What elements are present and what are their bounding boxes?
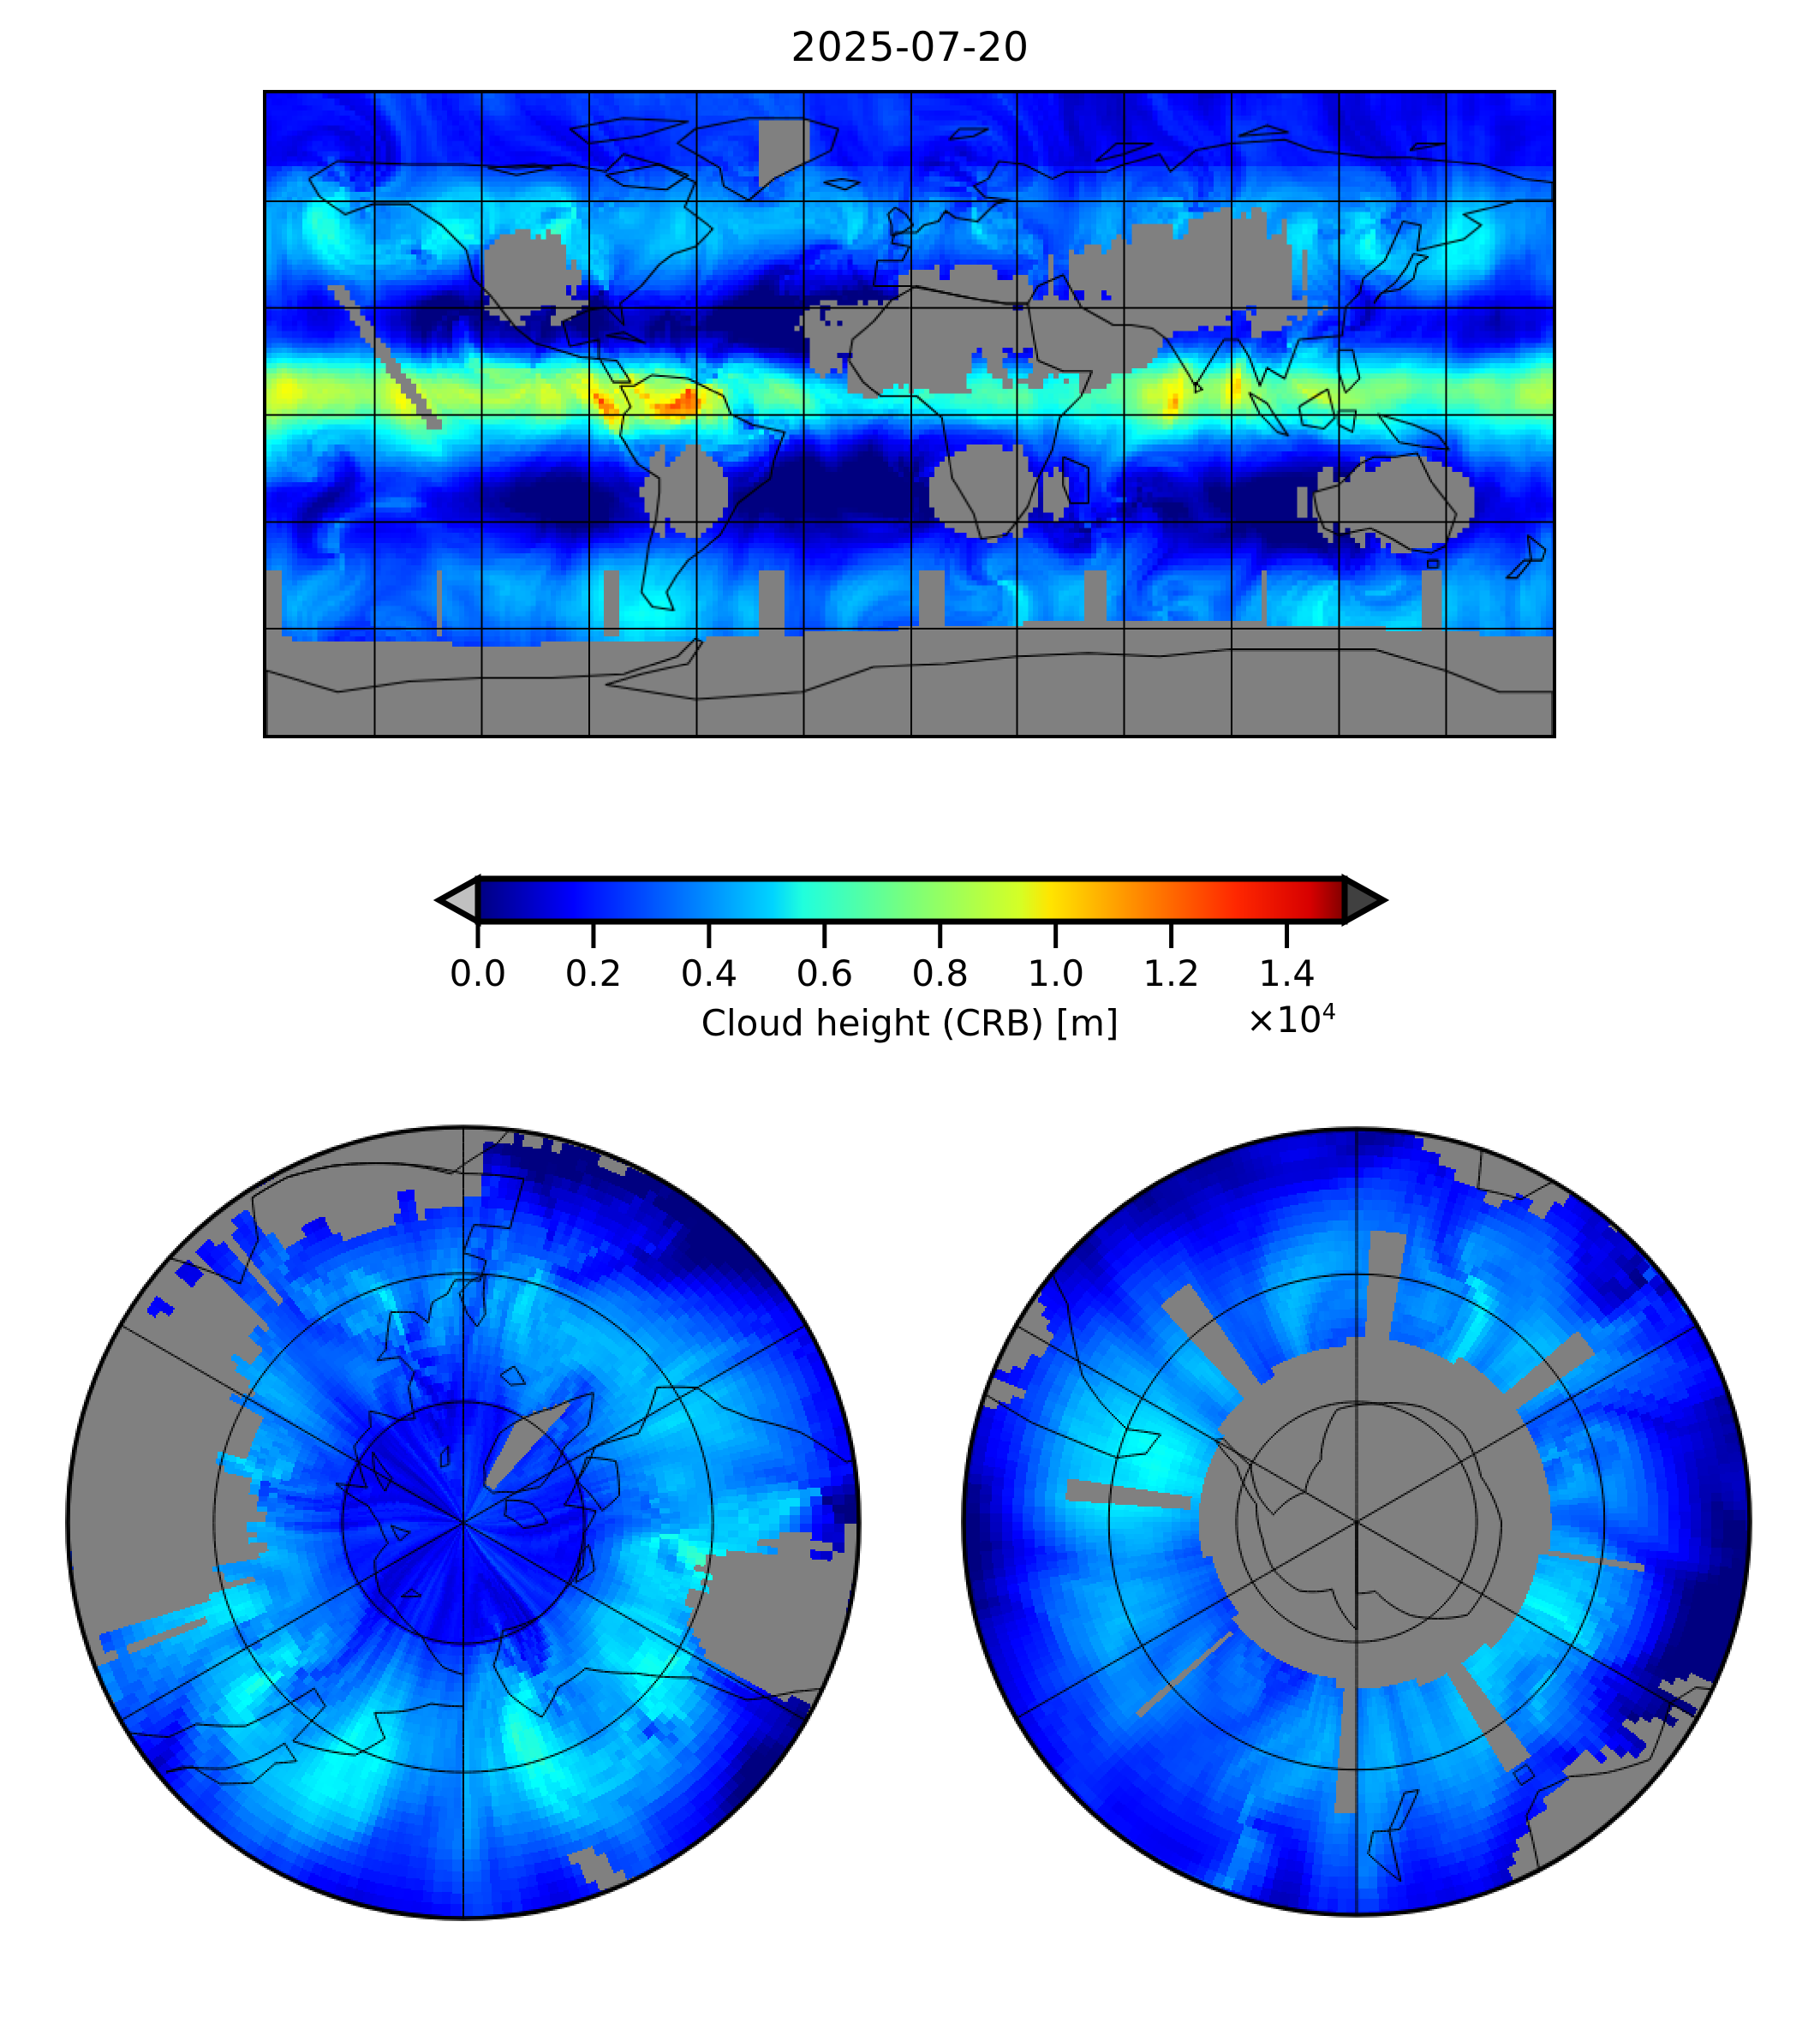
global-map-image [266, 93, 1553, 735]
colorbar-offset-text: ×104 [1246, 999, 1336, 1041]
colorbar-bar [422, 872, 1399, 948]
colorbar: 0.0 0.2 0.4 0.6 0.8 1.0 1.2 1.4 Cloud height (C… [0, 865, 1820, 1044]
colorbar-tick-label: 0.2 [564, 952, 623, 994]
north-polar-map-image [65, 1125, 862, 1921]
colorbar-tick-labels: 0.0 0.2 0.4 0.6 0.8 1.0 1.2 1.4 [422, 952, 1399, 995]
colorbar-tick-label: 0.6 [796, 952, 854, 994]
colorbar-ticks [475, 923, 1290, 948]
colorbar-offset-exponent: 4 [1322, 1000, 1337, 1025]
colorbar-gradient [474, 875, 1348, 925]
south-polar-map-image [961, 1126, 1752, 1918]
north-polar-cloud-height-map [65, 1125, 862, 1921]
colorbar-offset-base: ×10 [1246, 999, 1322, 1041]
global-cloud-height-map [263, 90, 1556, 738]
colorbar-tick-label: 1.4 [1258, 952, 1316, 994]
colorbar-tick-label: 0.0 [449, 952, 507, 994]
colorbar-tick-label: 1.0 [1027, 952, 1085, 994]
south-polar-cloud-height-map [961, 1126, 1752, 1918]
colorbar-tick-label: 1.2 [1143, 952, 1200, 994]
page-title: 2025-07-20 [791, 24, 1029, 71]
colorbar-under-extend [433, 874, 481, 927]
colorbar-tick-label: 0.8 [911, 952, 970, 994]
colorbar-svg [433, 874, 1390, 948]
colorbar-over-extend [1341, 874, 1390, 927]
colorbar-tick-label: 0.4 [680, 952, 738, 994]
colorbar-axis-label: Cloud height (CRB) [m] [701, 1002, 1119, 1044]
